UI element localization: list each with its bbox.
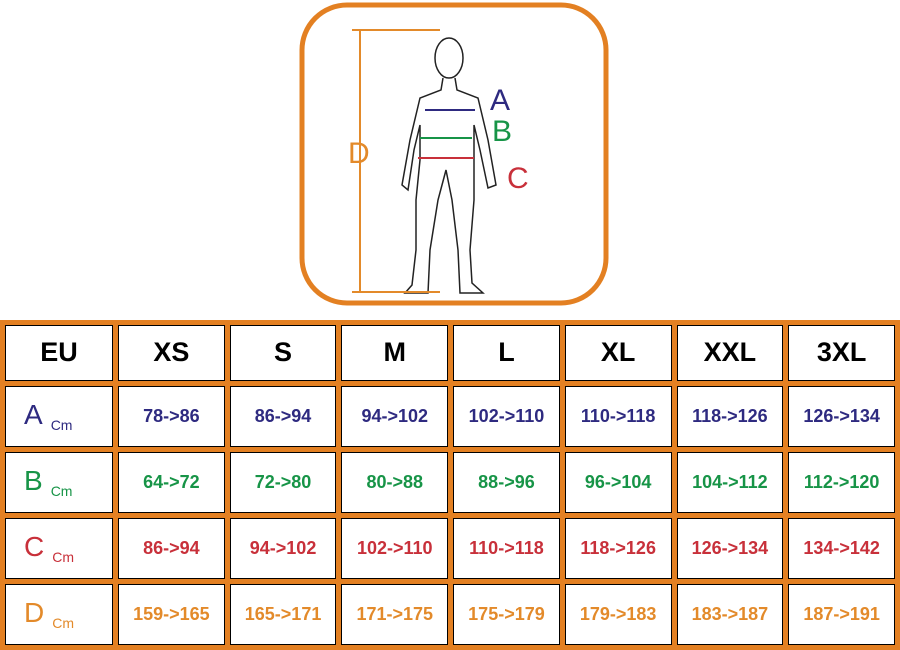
size-range: 171->175 xyxy=(341,583,449,645)
measure-d xyxy=(352,29,440,293)
size-range: 183->187 xyxy=(676,583,784,645)
header-cell: M xyxy=(341,325,449,381)
size-row: B Cm 64->72 72->80 80->88 88->96 96->104 104->1… xyxy=(5,451,895,513)
size-range: 104->112 xyxy=(676,451,784,513)
size-range: 179->183 xyxy=(564,583,672,645)
header-cell: 3XL xyxy=(788,325,895,381)
row-label-cell: A Cm xyxy=(5,385,113,447)
row-label: A xyxy=(24,399,43,431)
size-range: 64->72 xyxy=(118,451,225,513)
row-label-cell: B Cm xyxy=(5,451,113,513)
size-range: 96->104 xyxy=(564,451,672,513)
header-cell: EU xyxy=(5,325,113,381)
size-range: 126->134 xyxy=(676,517,784,579)
header-cell: XS xyxy=(118,325,225,381)
size-range: 80->88 xyxy=(341,451,449,513)
row-unit: Cm xyxy=(52,549,75,566)
header-row: EU XS S M L XL XXL 3XL xyxy=(5,325,895,381)
size-range: 110->118 xyxy=(564,385,672,447)
header-cell: XXL xyxy=(676,325,784,381)
row-unit: Cm xyxy=(50,483,73,500)
size-range: 94->102 xyxy=(229,517,337,579)
row-label: D xyxy=(24,597,45,629)
label-b: B xyxy=(492,115,512,148)
table-body: EU XS S M L XL XXL 3XL A Cm 78->86 86->94 94->102 102… xyxy=(5,325,895,645)
size-range: 72->80 xyxy=(229,451,337,513)
body-outline xyxy=(401,37,497,294)
row-unit: Cm xyxy=(50,417,73,434)
figure: A B C D xyxy=(299,2,609,306)
row-label-cell: C Cm xyxy=(5,517,113,579)
size-range: 159->165 xyxy=(118,583,225,645)
size-row: A Cm 78->86 86->94 94->102 102->110 110->118 11… xyxy=(5,385,895,447)
size-row: D Cm 159->165 165->171 171->175 175->179 179->… xyxy=(5,583,895,645)
figure-frame xyxy=(299,2,609,306)
row-label-cell: D Cm xyxy=(5,583,113,645)
row-label: B xyxy=(24,465,43,497)
size-range: 165->171 xyxy=(229,583,337,645)
size-row: C Cm 86->94 94->102 102->110 110->118 118->126… xyxy=(5,517,895,579)
size-range: 102->110 xyxy=(341,517,449,579)
size-range: 126->134 xyxy=(788,385,895,447)
label-a: A xyxy=(490,84,510,117)
size-range: 118->126 xyxy=(676,385,784,447)
label-d: D xyxy=(348,137,370,170)
row-unit: Cm xyxy=(52,615,75,632)
size-range: 175->179 xyxy=(453,583,560,645)
size-range: 134->142 xyxy=(788,517,895,579)
size-range: 94->102 xyxy=(341,385,449,447)
size-range: 112->120 xyxy=(788,451,895,513)
size-range: 78->86 xyxy=(118,385,225,447)
size-range: 110->118 xyxy=(453,517,560,579)
size-range: 102->110 xyxy=(453,385,560,447)
size-range: 86->94 xyxy=(118,517,225,579)
size-range: 88->96 xyxy=(453,451,560,513)
row-label: C xyxy=(24,531,45,563)
size-range: 187->191 xyxy=(788,583,895,645)
header-cell: XL xyxy=(564,325,672,381)
header-cell: L xyxy=(453,325,560,381)
size-range: 86->94 xyxy=(229,385,337,447)
size-table: EU XS S M L XL XXL 3XL A Cm 78->86 86->94 94->102 102… xyxy=(0,320,900,650)
header-cell: S xyxy=(229,325,337,381)
label-c: C xyxy=(507,162,529,195)
size-range: 118->126 xyxy=(564,517,672,579)
